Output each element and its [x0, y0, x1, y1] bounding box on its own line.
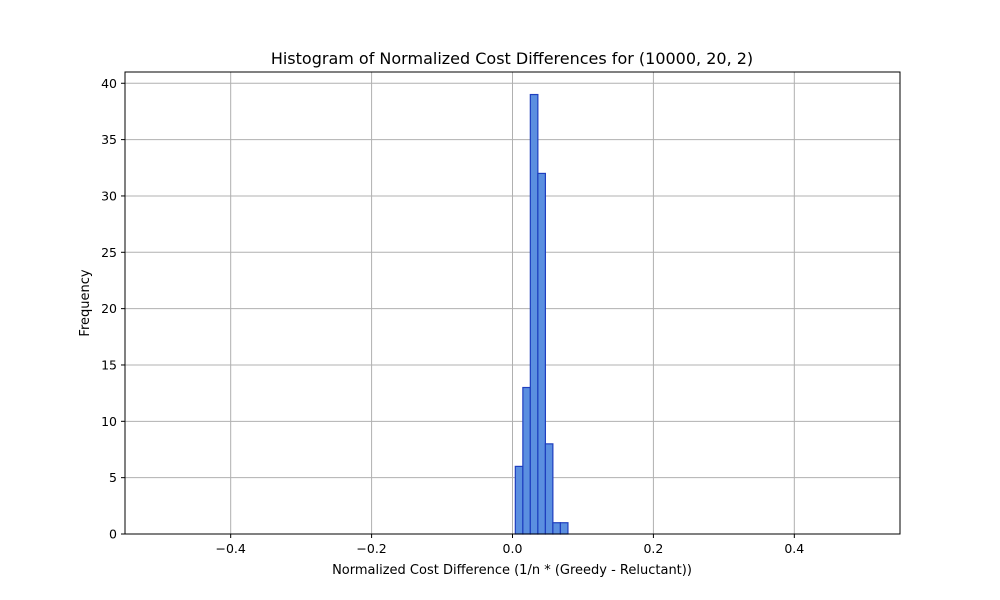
y-tick-label: 15	[101, 357, 117, 372]
histogram-bar	[544, 443, 554, 535]
grid-lines	[125, 72, 900, 535]
x-tick-label: 0.4	[784, 541, 804, 556]
histogram-bars	[514, 93, 569, 535]
y-tick-label: 0	[109, 527, 117, 542]
histogram-bar	[529, 93, 539, 535]
x-tick-label: 0.0	[503, 541, 523, 556]
histogram-bar	[559, 522, 569, 535]
histogram-bar	[537, 172, 547, 535]
y-axis-ticks: 0 5 10 15 20 25 30 35 40	[101, 76, 125, 542]
y-tick-label: 30	[101, 188, 117, 203]
x-tick-label: −0.2	[356, 541, 386, 556]
y-tick-label: 10	[101, 414, 117, 429]
y-tick-label: 40	[101, 76, 117, 91]
histogram-bar	[552, 522, 562, 535]
y-tick-label: 5	[109, 470, 117, 485]
x-tick-label: −0.4	[216, 541, 246, 556]
chart-title: Histogram of Normalized Cost Differences…	[271, 49, 753, 68]
y-tick-label: 20	[101, 301, 117, 316]
histogram-bar	[514, 465, 524, 535]
x-axis-label: Normalized Cost Difference (1/n * (Greed…	[332, 563, 692, 578]
y-tick-label: 25	[101, 245, 117, 260]
y-axis-label: Frequency	[78, 269, 93, 336]
y-tick-label: 35	[101, 132, 117, 147]
histogram-bar	[522, 386, 531, 535]
x-axis-ticks: −0.4 −0.2 0.0 0.2 0.4	[216, 534, 804, 556]
x-tick-label: 0.2	[643, 541, 663, 556]
